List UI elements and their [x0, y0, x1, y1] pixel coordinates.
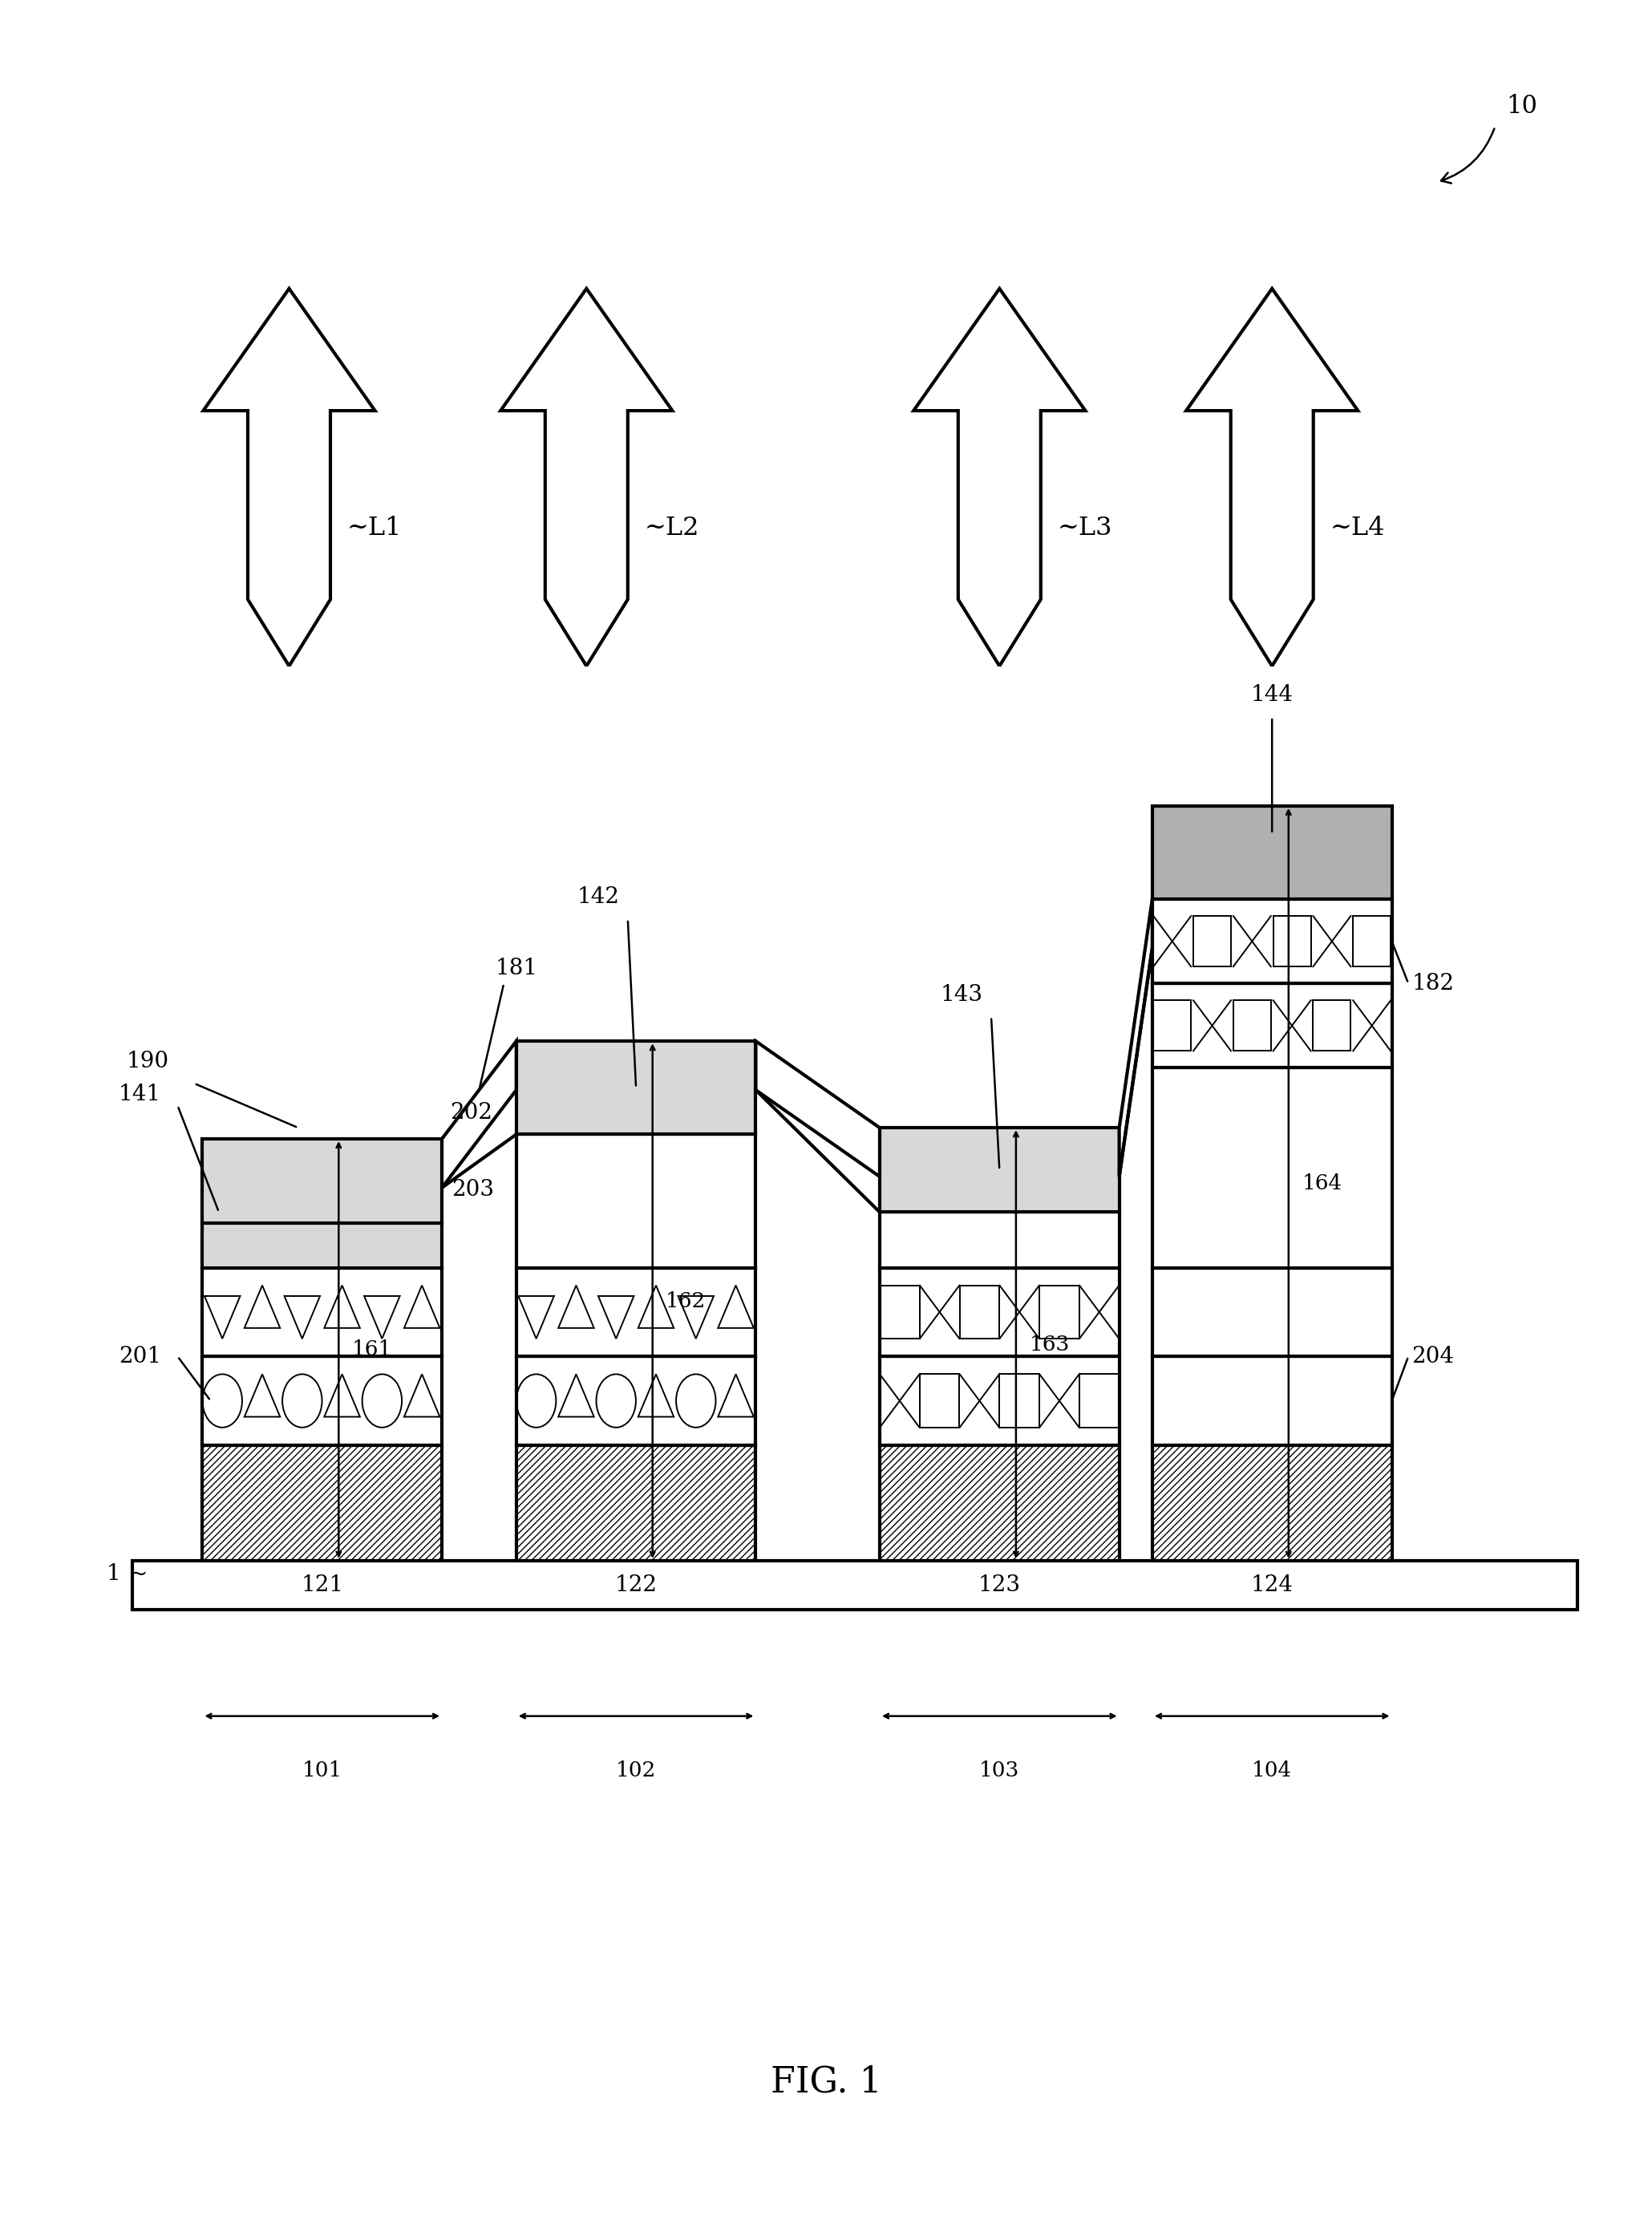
Bar: [515, 1041, 757, 1134]
Text: 203: 203: [453, 1179, 494, 1201]
Text: ~L3: ~L3: [1057, 515, 1112, 542]
Text: 161: 161: [352, 1339, 392, 1361]
Text: 202: 202: [449, 1101, 492, 1123]
Text: 122: 122: [615, 1574, 657, 1596]
Text: 101: 101: [302, 1760, 342, 1780]
Bar: [1234, 1001, 1270, 1050]
Bar: [1151, 1268, 1391, 1356]
Text: 144: 144: [1251, 684, 1294, 706]
Text: ~L1: ~L1: [347, 515, 401, 542]
Text: 204: 204: [1411, 1345, 1454, 1368]
Bar: [1039, 1285, 1079, 1339]
Bar: [879, 1445, 1120, 1561]
Bar: [203, 1356, 443, 1445]
Bar: [960, 1285, 999, 1339]
Bar: [203, 1445, 443, 1561]
Bar: [515, 1445, 757, 1561]
Text: 104: 104: [1252, 1760, 1292, 1780]
Bar: [1313, 1001, 1351, 1050]
Bar: [1353, 917, 1391, 966]
Bar: [879, 1212, 1120, 1268]
Bar: [1079, 1374, 1118, 1427]
FancyArrowPatch shape: [1441, 129, 1495, 184]
Bar: [515, 1134, 757, 1268]
Bar: [879, 1128, 1120, 1212]
Bar: [1153, 1001, 1191, 1050]
Bar: [920, 1374, 960, 1427]
Text: ~L2: ~L2: [644, 515, 699, 542]
Text: 1: 1: [106, 1563, 121, 1585]
Text: 182: 182: [1411, 972, 1454, 995]
Bar: [515, 1356, 757, 1445]
Bar: [999, 1374, 1039, 1427]
Bar: [203, 1139, 443, 1268]
Text: 141: 141: [119, 1083, 160, 1106]
Text: 103: 103: [980, 1760, 1019, 1780]
Text: 142: 142: [577, 886, 620, 908]
Bar: [203, 1268, 443, 1356]
Bar: [1151, 1445, 1391, 1561]
Polygon shape: [757, 1041, 879, 1177]
Bar: [1274, 917, 1310, 966]
Polygon shape: [443, 1041, 515, 1188]
Bar: [132, 1561, 1578, 1610]
Bar: [1193, 917, 1231, 966]
Text: 164: 164: [1302, 1172, 1341, 1194]
Text: 124: 124: [1251, 1574, 1294, 1596]
Text: 10: 10: [1507, 93, 1538, 120]
Bar: [1151, 1356, 1391, 1445]
Polygon shape: [1120, 899, 1151, 1177]
Text: 121: 121: [301, 1574, 344, 1596]
Bar: [515, 1268, 757, 1356]
Text: 181: 181: [496, 957, 539, 979]
Bar: [879, 1268, 1120, 1356]
Text: 123: 123: [978, 1574, 1021, 1596]
Text: 190: 190: [127, 1050, 169, 1072]
Text: 163: 163: [1029, 1334, 1069, 1354]
Bar: [1151, 899, 1391, 983]
Text: 162: 162: [666, 1290, 705, 1312]
Text: ~: ~: [129, 1563, 147, 1585]
Text: ~L4: ~L4: [1330, 515, 1384, 542]
Text: 201: 201: [119, 1345, 160, 1368]
Bar: [1151, 806, 1391, 899]
Text: 102: 102: [616, 1760, 656, 1780]
Text: FIG. 1: FIG. 1: [770, 2065, 882, 2100]
Bar: [881, 1285, 920, 1339]
Bar: [879, 1356, 1120, 1445]
Bar: [1151, 983, 1391, 1068]
Text: 143: 143: [940, 983, 983, 1006]
Bar: [1151, 1068, 1391, 1268]
